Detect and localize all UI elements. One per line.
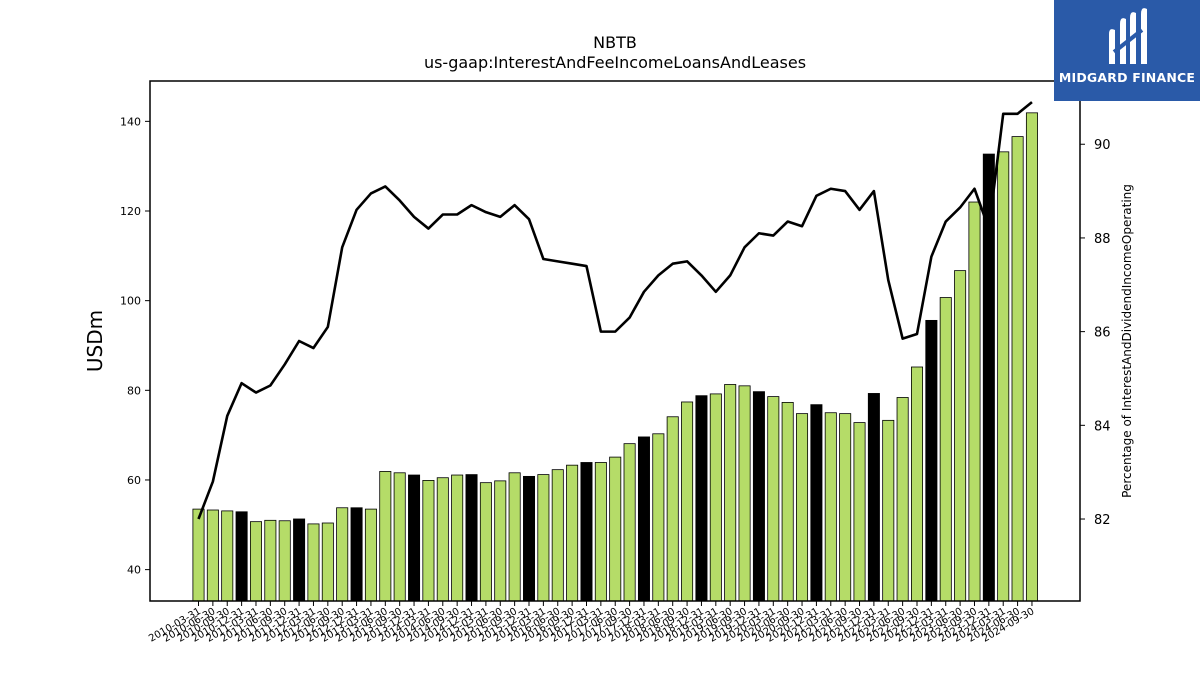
bar-2010-03-31 xyxy=(192,508,205,602)
y-axis-right: 82 84 86 88 90 xyxy=(1080,138,1111,528)
bar-2020-06-30 xyxy=(781,402,794,602)
bar-2012-09-30 xyxy=(336,507,349,602)
bar-2013-06-30 xyxy=(379,471,392,602)
bar-2017-03-31 xyxy=(594,462,607,602)
y2-axis-label: Percentage of InterestAndDividendIncomeO… xyxy=(1120,184,1134,498)
bar-2013-03-31 xyxy=(364,508,377,602)
bar-2018-09-30 xyxy=(681,401,694,602)
bar-2018-12-31 xyxy=(695,395,708,602)
bar-2015-06-30 xyxy=(494,480,507,602)
bar-2012-03-31 xyxy=(307,523,320,602)
bar-2016-09-30 xyxy=(566,464,579,602)
y-tick-label: 60 xyxy=(127,474,141,487)
line-series xyxy=(197,101,1033,520)
bar-series xyxy=(192,112,1038,602)
bar-2023-09-30 xyxy=(968,201,981,602)
bar-2011-03-31 xyxy=(249,521,262,602)
bar-2022-09-30 xyxy=(911,366,924,602)
bar-2019-12-31 xyxy=(752,391,765,602)
bar-2014-12-31 xyxy=(465,474,478,602)
bar-2016-12-31 xyxy=(580,462,593,602)
bar-2013-12-31 xyxy=(408,474,421,602)
bar-2021-06-30 xyxy=(839,413,852,602)
y2-tick-label: 88 xyxy=(1094,232,1111,247)
bar-2022-12-31 xyxy=(925,319,938,602)
bar-2020-12-31 xyxy=(810,404,823,602)
y-tick-label: 80 xyxy=(127,384,141,397)
bar-2024-03-31 xyxy=(997,151,1010,602)
bar-2022-06-30 xyxy=(896,397,909,602)
y2-tick-label: 86 xyxy=(1094,326,1111,341)
bar-2019-03-31 xyxy=(709,393,722,602)
bar-2014-03-31 xyxy=(422,480,435,602)
bar-2015-09-30 xyxy=(508,472,521,602)
bar-2013-09-30 xyxy=(393,472,406,602)
chart-subtitle: us-gaap:InterestAndFeeIncomeLoansAndLeas… xyxy=(424,53,806,72)
bar-2017-06-30 xyxy=(609,456,622,602)
bar-2016-03-31 xyxy=(537,474,550,602)
percentage-line xyxy=(197,101,1033,520)
midgard-logo-icon xyxy=(1109,8,1147,65)
bar-2024-06-30 xyxy=(1011,136,1024,602)
bar-2022-03-31 xyxy=(882,419,895,602)
y-tick-label: 140 xyxy=(120,115,141,128)
y-axis-left: 40 60 80 100 120 140 xyxy=(120,115,150,577)
bar-2021-09-30 xyxy=(853,422,866,602)
bar-2019-09-30 xyxy=(738,385,751,602)
y-tick-label: 120 xyxy=(120,205,141,218)
bar-2011-06-30 xyxy=(264,519,277,602)
bar-2020-03-31 xyxy=(767,396,780,602)
bar-2015-03-31 xyxy=(479,482,492,602)
bar-2023-06-30 xyxy=(954,270,967,602)
bar-2020-09-30 xyxy=(796,413,809,602)
y-tick-label: 100 xyxy=(120,295,141,308)
bar-2012-12-31 xyxy=(350,507,363,602)
y2-tick-label: 82 xyxy=(1094,513,1111,528)
bar-2012-06-30 xyxy=(321,522,334,602)
bar-2010-12-31 xyxy=(235,511,248,602)
bar-2021-03-31 xyxy=(824,412,837,602)
midgard-finance-logo: MIDGARD FINANCE xyxy=(1054,0,1200,101)
bar-2021-12-31 xyxy=(867,393,880,602)
chart-title: NBTB xyxy=(593,33,637,52)
bar-2016-06-30 xyxy=(551,469,564,602)
bar-2015-12-31 xyxy=(523,475,536,602)
bar-2018-06-30 xyxy=(666,416,679,602)
bar-2010-09-30 xyxy=(221,510,234,602)
bar-2017-12-31 xyxy=(637,436,650,602)
y-axis-label: USDm xyxy=(83,310,107,372)
y2-tick-label: 90 xyxy=(1094,138,1111,153)
y-tick-label: 40 xyxy=(127,564,141,577)
bar-2011-12-31 xyxy=(293,518,306,602)
bar-2011-09-30 xyxy=(278,520,291,602)
bar-2023-03-31 xyxy=(939,297,952,602)
bar-2024-09-30 xyxy=(1025,112,1038,602)
bar-2018-03-31 xyxy=(652,433,665,602)
y2-tick-label: 84 xyxy=(1094,419,1111,434)
bar-2010-06-30 xyxy=(206,509,219,602)
x-axis: 2010-03-312010-06-302010-09-302010-12-31… xyxy=(147,601,1036,645)
bar-2014-09-30 xyxy=(451,474,464,602)
bar-2019-06-30 xyxy=(724,384,737,602)
logo-text: MIDGARD FINANCE xyxy=(1058,70,1196,85)
bar-2017-09-30 xyxy=(623,443,636,602)
bar-2014-06-30 xyxy=(436,477,449,602)
